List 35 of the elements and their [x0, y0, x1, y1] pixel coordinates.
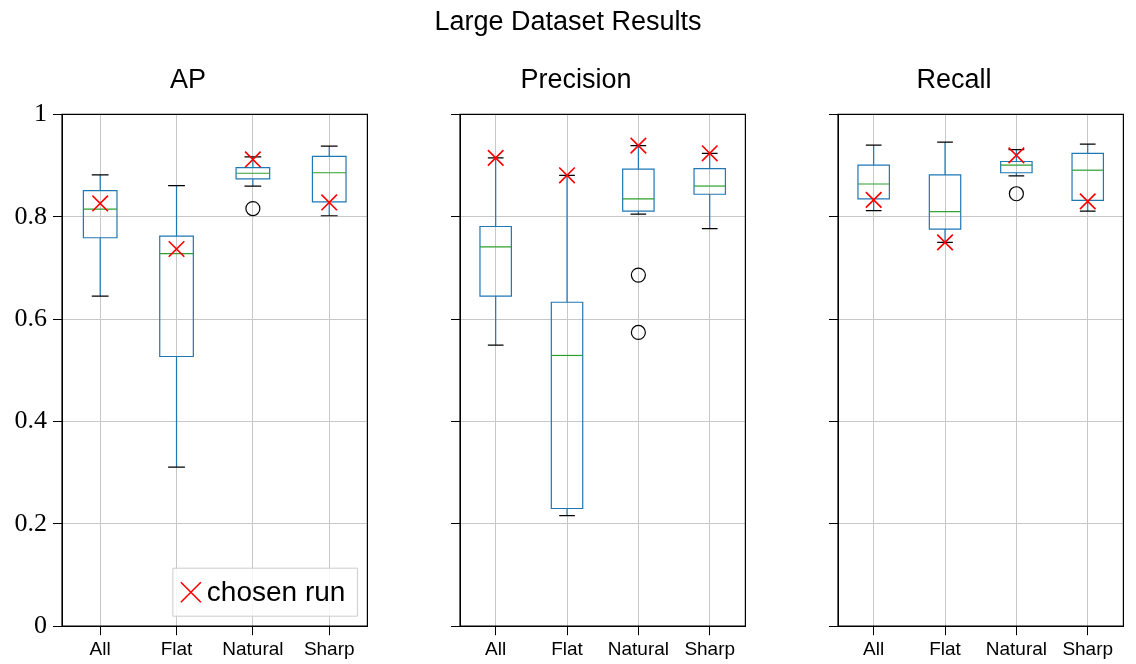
x-tick-label: Natural	[985, 637, 1047, 659]
point	[865, 191, 883, 209]
point	[487, 149, 505, 167]
x-tick-label: All	[863, 637, 885, 659]
point	[936, 233, 954, 251]
y-tick-label: 1	[34, 98, 47, 128]
x-tick-label: Sharp	[1062, 637, 1114, 659]
point	[320, 193, 338, 212]
chart-title: Recall	[916, 63, 992, 94]
y-tick-label: 0.6	[14, 302, 47, 332]
x-tick-label: Natural	[607, 637, 669, 659]
point	[91, 194, 109, 213]
point	[244, 150, 262, 169]
x-tick-label: Flat	[160, 637, 194, 659]
y-tick-label: 0.8	[14, 200, 47, 230]
point	[701, 144, 719, 162]
text: Large Dataset Results	[433, 6, 703, 37]
point	[629, 137, 647, 155]
chart-title: Precision	[520, 63, 632, 94]
point	[1007, 146, 1025, 164]
y-tick-label: 0.2	[14, 507, 47, 537]
legend-label: chosen run	[206, 575, 346, 607]
x-tick-label: Natural	[222, 637, 284, 659]
point	[1079, 192, 1097, 210]
x-tick-label: Flat	[929, 637, 962, 659]
y-tick-label: 0	[34, 610, 47, 640]
x-tick-label: All	[485, 637, 507, 659]
y-tick-label: 0.4	[14, 405, 47, 435]
chart-title: AP	[169, 63, 207, 94]
x-tick-label: Flat	[551, 637, 584, 659]
x-tick-label: All	[89, 637, 111, 659]
x-tick-label: Sharp	[684, 637, 736, 659]
point	[558, 166, 576, 184]
x-tick-label: Sharp	[303, 637, 355, 659]
point	[167, 240, 186, 258]
